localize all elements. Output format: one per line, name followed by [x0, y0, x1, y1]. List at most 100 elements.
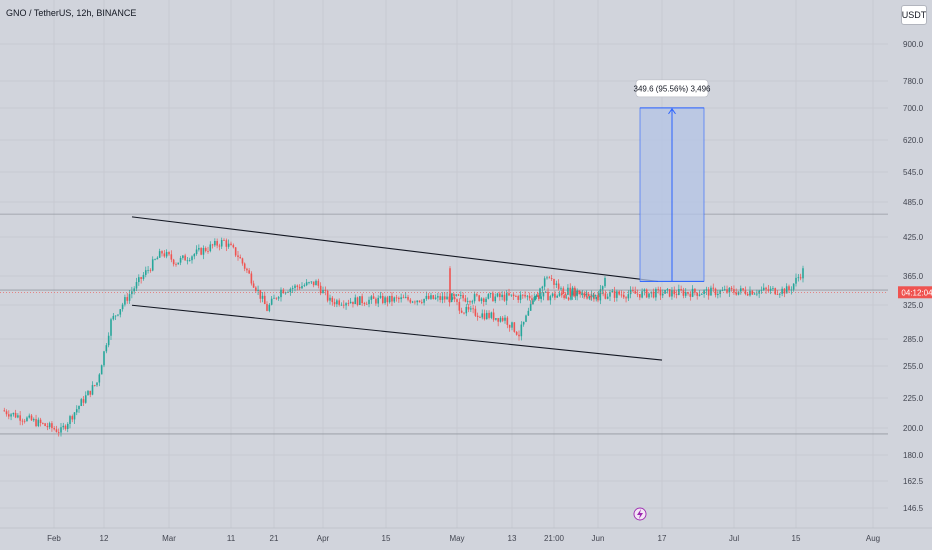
- candle: [326, 289, 329, 303]
- candle: [443, 292, 446, 303]
- candle-body: [604, 277, 606, 287]
- lightning-event-icon[interactable]: [633, 507, 647, 521]
- current-price-label: 04:12:04: [901, 288, 932, 297]
- candle: [592, 292, 595, 299]
- candle-body: [204, 247, 207, 251]
- candle: [234, 247, 237, 258]
- candle-body: [583, 293, 585, 295]
- candle-body: [46, 425, 49, 428]
- candle-body: [105, 345, 108, 352]
- candle-body: [705, 289, 708, 291]
- candle-body: [453, 294, 455, 296]
- candle-body: [472, 308, 474, 310]
- candle: [434, 294, 437, 300]
- candle-body: [458, 301, 461, 311]
- candle-body: [257, 289, 259, 291]
- candle-body: [536, 296, 539, 297]
- candle-body: [460, 310, 463, 313]
- candle: [673, 286, 676, 298]
- candle-body: [44, 423, 46, 426]
- candle: [756, 289, 758, 297]
- candle: [280, 287, 282, 302]
- candle-body: [21, 420, 24, 422]
- candle-body: [694, 288, 696, 293]
- candle: [44, 422, 46, 427]
- candle-body: [407, 296, 409, 300]
- candle: [35, 414, 37, 428]
- price-range-projection[interactable]: 349.6 (95.56%) 3,496: [634, 79, 711, 282]
- candle-body: [446, 296, 448, 300]
- candle: [465, 303, 468, 317]
- candle: [474, 305, 477, 318]
- candle-body: [14, 412, 17, 418]
- candle-body: [30, 415, 33, 421]
- candle-body: [772, 288, 774, 289]
- candle-body: [661, 293, 664, 296]
- candle: [576, 288, 578, 301]
- x-axis[interactable]: Feb 12 Mar 11 21 Apr 15 May 13 21:00 Jun 17 Jul 15 Aug: [0, 527, 932, 543]
- candle-body: [225, 240, 228, 247]
- candle-body: [553, 278, 555, 285]
- channel-lower-line[interactable]: [131, 304, 663, 361]
- current-price-badge: 04:12:04: [898, 286, 932, 299]
- candle: [471, 299, 474, 305]
- candle: [308, 281, 310, 285]
- currency-button[interactable]: USDT: [901, 5, 927, 25]
- candle: [294, 283, 296, 292]
- candle-body: [760, 289, 763, 291]
- candle: [315, 279, 317, 286]
- current-price-badge-box: [898, 286, 932, 299]
- candle-body: [296, 285, 299, 287]
- candle: [437, 292, 439, 302]
- candle: [359, 296, 361, 306]
- candle: [717, 289, 719, 299]
- candle: [239, 254, 242, 259]
- candle: [470, 305, 472, 313]
- candle-body: [26, 417, 28, 422]
- candle-body: [319, 285, 322, 294]
- candle: [535, 293, 538, 300]
- candle-body: [437, 296, 439, 298]
- candle: [547, 288, 549, 301]
- x-tick-label: 13: [508, 534, 517, 543]
- candle-body: [495, 318, 497, 320]
- candle-body: [648, 293, 650, 298]
- x-tick-label: 15: [792, 534, 801, 543]
- candle: [407, 294, 409, 302]
- candle-body: [326, 290, 329, 301]
- candle-body: [149, 269, 152, 271]
- y-tick-label: 780.0: [903, 77, 924, 86]
- candle: [574, 285, 576, 298]
- candle: [338, 298, 340, 307]
- candle-body: [501, 317, 504, 321]
- channel-upper-line[interactable]: [131, 216, 659, 282]
- candle-body: [524, 294, 526, 297]
- candle: [218, 243, 221, 251]
- candle-body: [497, 318, 499, 322]
- candle: [527, 307, 530, 317]
- candle-body: [352, 301, 354, 305]
- y-axis[interactable]: 900.0 780.0 700.0 620.0 545.0 485.0 425.0 365.0…: [903, 40, 924, 513]
- candle-body: [597, 295, 599, 301]
- candle: [549, 294, 552, 305]
- candle-body: [55, 429, 58, 433]
- candle: [594, 294, 597, 298]
- candle-body: [312, 281, 315, 286]
- candle-body: [543, 278, 546, 287]
- candle-body: [322, 290, 324, 294]
- candle: [779, 292, 781, 298]
- candle-body: [370, 296, 373, 300]
- x-tick-label: 15: [382, 534, 391, 543]
- candle-body: [557, 283, 560, 289]
- candle: [425, 291, 428, 301]
- candle: [421, 299, 423, 305]
- candle: [707, 287, 710, 300]
- candle-body: [611, 291, 614, 293]
- candle: [404, 292, 407, 299]
- candle-body: [636, 293, 639, 295]
- candle-body: [135, 282, 138, 289]
- candle: [458, 298, 461, 315]
- candle: [110, 317, 112, 341]
